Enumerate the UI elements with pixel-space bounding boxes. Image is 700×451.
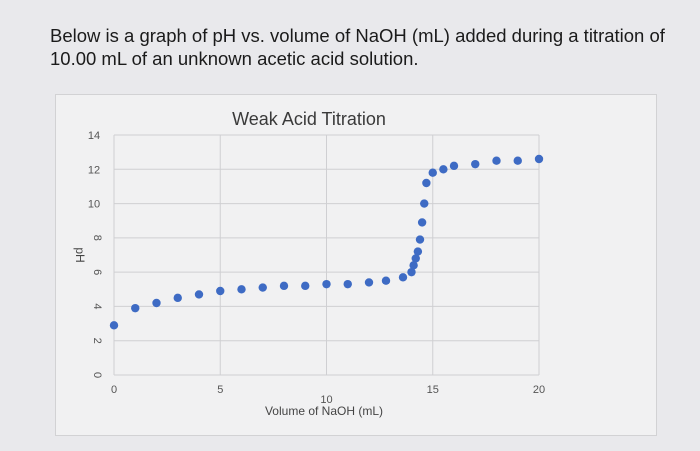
y-axis-ticks: 0 2 4 6 8 10 12 14	[88, 130, 103, 378]
data-point	[322, 279, 331, 289]
data-point	[439, 165, 448, 174]
data-point	[237, 285, 246, 294]
data-point	[173, 293, 182, 303]
x-tick-label: 15	[427, 384, 439, 396]
data-point	[131, 303, 140, 313]
data-point	[258, 283, 267, 292]
data-point	[409, 261, 418, 270]
data-point	[279, 281, 289, 291]
x-tick-label: 0	[111, 384, 117, 396]
question-text: Below is a graph of pH vs. volume of NaO…	[50, 24, 690, 70]
y-tick-label: 14	[88, 130, 100, 142]
y-tick-label: 12	[88, 164, 100, 176]
gridlines	[113, 134, 540, 376]
data-point	[449, 161, 459, 171]
data-point	[194, 290, 204, 299]
y-tick-label: 2	[91, 338, 103, 344]
data-point	[420, 199, 429, 208]
data-point	[407, 267, 416, 277]
chart-card: Weak Acid Titration 0 2 4 6 8 10 12 14 0 5 10 15 20…	[55, 94, 657, 436]
data-point	[534, 154, 544, 164]
data-point	[343, 279, 352, 289]
data-point	[109, 321, 119, 330]
x-tick-label: 5	[217, 384, 223, 396]
y-tick-label: 4	[91, 303, 103, 309]
y-axis-title: pH	[73, 247, 87, 262]
question-line-2: 10.00 mL of an unknown acetic acid solut…	[50, 48, 419, 69]
y-tick-label: 0	[91, 372, 103, 378]
y-tick-label: 8	[91, 235, 103, 241]
y-tick-label: 10	[88, 199, 100, 211]
data-point	[301, 281, 310, 291]
question-line-1: Below is a graph of pH vs. volume of NaO…	[50, 25, 665, 46]
x-tick-label: 20	[533, 384, 545, 396]
data-points	[109, 154, 544, 330]
data-point	[492, 156, 501, 165]
data-point	[415, 235, 425, 244]
data-point	[411, 254, 420, 263]
data-point	[471, 159, 480, 169]
data-point	[398, 273, 408, 282]
x-axis-ticks: 0 5 10 15 20	[111, 384, 545, 406]
data-point	[513, 156, 522, 165]
y-tick-label: 6	[91, 269, 103, 275]
data-point	[364, 278, 374, 287]
data-point	[381, 276, 391, 285]
data-point	[413, 247, 423, 256]
data-point	[216, 286, 225, 296]
x-tick-label: 10	[320, 394, 332, 406]
data-point	[152, 298, 161, 308]
x-axis-title: Volume of NaOH (mL)	[265, 404, 383, 418]
data-point	[428, 168, 437, 177]
titration-chart: Weak Acid Titration 0 2 4 6 8 10 12 14 0 5 10 15 20…	[73, 109, 545, 418]
chart-title: Weak Acid Titration	[232, 109, 386, 129]
data-point	[422, 178, 431, 188]
data-point	[417, 218, 427, 227]
